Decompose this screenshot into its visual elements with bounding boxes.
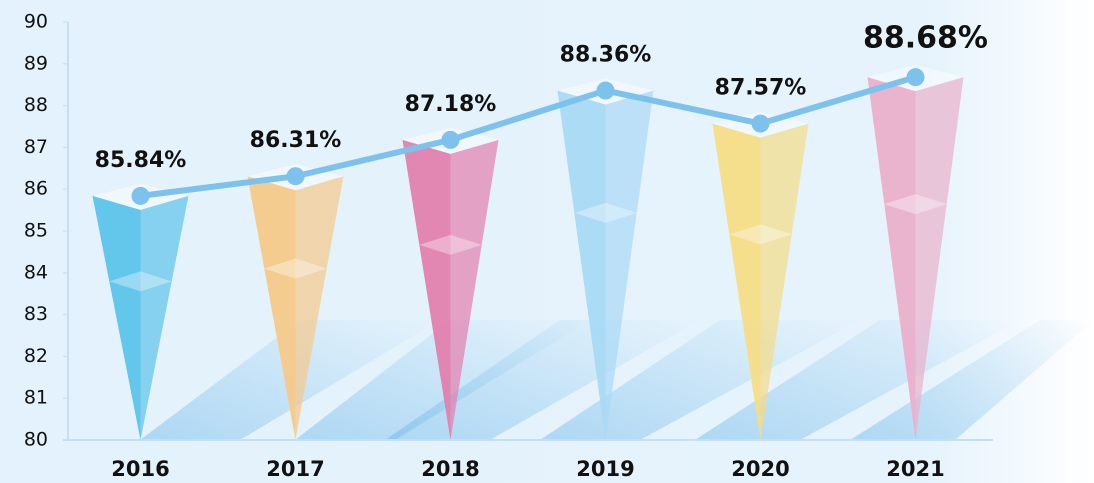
bar-part (760, 123, 809, 440)
x-tick-label: 2020 (731, 457, 789, 481)
bar-part (247, 176, 296, 440)
bar-part (295, 176, 344, 440)
bar-part (419, 234, 482, 255)
x-tick-label: 2017 (266, 457, 324, 481)
y-tick-label: 90 (24, 11, 48, 33)
y-tick-label: 87 (24, 136, 48, 158)
bar-part (867, 77, 916, 441)
bar-part (92, 195, 141, 440)
line-point (596, 81, 615, 100)
bar-part (712, 123, 761, 440)
bar-part (557, 90, 606, 440)
line-point (906, 68, 925, 87)
bar-part (450, 139, 499, 440)
y-tick-label: 80 (24, 429, 48, 451)
bar (402, 127, 499, 440)
bar (92, 183, 189, 440)
bar-part (915, 77, 964, 441)
data-label: 85.84% (95, 148, 187, 173)
line-point (286, 167, 305, 186)
y-tick-label: 88 (24, 94, 48, 116)
x-tick-label: 2016 (111, 457, 169, 481)
bar-part (264, 258, 327, 279)
line-point (751, 114, 770, 133)
data-label: 87.57% (715, 76, 807, 101)
y-tick-label: 86 (24, 178, 48, 200)
line (140, 74, 917, 199)
x-tick-label: 2019 (576, 457, 634, 481)
line-point (131, 186, 150, 205)
y-tick-label: 89 (24, 52, 48, 74)
data-label: 88.68% (863, 21, 988, 56)
line-point (441, 130, 460, 149)
bar-part (109, 271, 172, 292)
x-tick-label: 2021 (886, 457, 944, 481)
y-tick-label: 85 (24, 220, 48, 242)
bar (712, 111, 809, 440)
y-tick-label: 84 (24, 261, 48, 283)
bar-part (605, 90, 654, 440)
data-label: 88.36% (560, 43, 652, 68)
bar-part (140, 195, 189, 440)
bar (557, 78, 654, 440)
bar-part (729, 224, 792, 245)
bar-part (574, 202, 637, 223)
x-tick-label: 2018 (421, 457, 479, 481)
bar-part (884, 194, 947, 215)
bar-part (402, 139, 451, 440)
y-tick-label: 82 (24, 345, 48, 367)
y-tick-label: 81 (24, 387, 48, 409)
y-tick-label: 83 (24, 303, 48, 325)
data-label: 87.18% (405, 92, 497, 117)
data-label: 86.31% (250, 128, 342, 153)
